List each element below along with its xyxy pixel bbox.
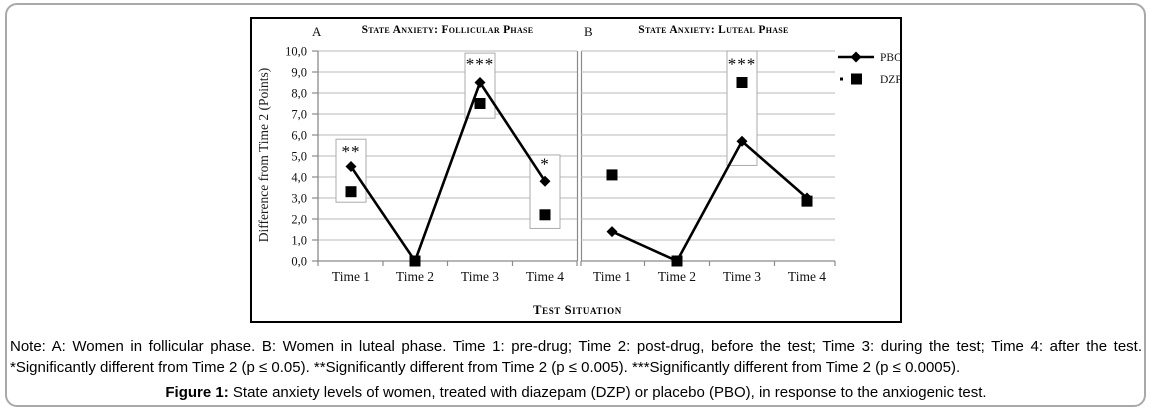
legend-dzp-dot-icon xyxy=(840,77,843,81)
data-point-diamond-pbo xyxy=(736,135,748,147)
y-tick-label: 0,0 xyxy=(291,255,307,269)
data-point-diamond-pbo xyxy=(474,77,486,88)
legend-dzp-square-icon xyxy=(851,73,862,85)
y-tick-label: 6,0 xyxy=(291,129,307,143)
significance-asterisks: *** xyxy=(728,55,757,74)
panel-b-label: B xyxy=(584,24,593,39)
panel-b-title: State Anxiety: Luteal Phase xyxy=(638,24,789,36)
figure-caption: Figure 1: State anxiety levels of women,… xyxy=(0,384,1152,401)
y-tick-label: 4,0 xyxy=(291,171,307,185)
y-tick-label: 10,0 xyxy=(285,45,307,59)
legend-dzp-label: DZP xyxy=(880,74,900,86)
y-tick-label: 1,0 xyxy=(291,234,307,248)
panel-a-title: State Anxiety: Follicular Phase xyxy=(361,24,534,36)
y-tick-label: 5,0 xyxy=(291,150,307,164)
legend-pbo-diamond-icon xyxy=(850,51,862,63)
x-tick-label: Time 4 xyxy=(526,269,564,284)
x-axis-title: Test Situation xyxy=(533,303,622,317)
data-point-square-dzp xyxy=(345,186,357,198)
x-tick-label: Time 1 xyxy=(332,269,370,284)
x-tick-label: Time 2 xyxy=(396,269,434,284)
data-point-square-dzp xyxy=(736,77,748,88)
y-tick-label: 2,0 xyxy=(291,213,307,227)
y-tick-label: 8,0 xyxy=(291,87,307,101)
series-line-pbo xyxy=(611,139,808,263)
x-tick-label: Time 3 xyxy=(461,269,499,284)
caption-label: Figure 1: xyxy=(165,384,229,401)
y-axis-label: Difference from Time 2 (Points) xyxy=(256,67,271,243)
y-tick-label: 3,0 xyxy=(291,192,307,206)
significance-asterisks: *** xyxy=(466,55,495,74)
data-point-square-dzp xyxy=(671,255,683,267)
legend-pbo-label: PBO xyxy=(880,52,900,64)
y-tick-label: 9,0 xyxy=(291,66,307,80)
y-tick-label: 7,0 xyxy=(291,108,307,122)
significance-asterisks: * xyxy=(540,154,550,173)
data-point-square-dzp xyxy=(474,98,486,109)
caption-text: State anxiety levels of women, treated w… xyxy=(232,384,987,401)
chart-frame: Time 1 Time 2 Time 3 Time 4 ** *** * Time 1 Time… xyxy=(250,17,902,323)
data-point-diamond-pbo xyxy=(345,161,357,172)
figure-note: Note: A: Women in follicular phase. B: W… xyxy=(10,336,1142,378)
data-point-square-dzp xyxy=(801,195,813,207)
anxiety-line-chart: Time 1 Time 2 Time 3 Time 4******Time 1 Time… xyxy=(285,45,900,285)
series-line-pbo xyxy=(349,79,547,264)
x-tick-label: Time 2 xyxy=(658,269,696,284)
significance-asterisks: ** xyxy=(342,142,361,161)
data-point-square-dzp xyxy=(409,255,421,267)
data-point-square-dzp xyxy=(606,169,618,181)
x-tick-label: Time 3 xyxy=(723,269,761,284)
note-line-2: *Significantly different from Time 2 (p … xyxy=(10,359,961,376)
data-point-diamond-pbo xyxy=(606,226,618,238)
panel-a-label: A xyxy=(312,24,322,39)
data-point-diamond-pbo xyxy=(539,175,551,187)
data-point-square-dzp xyxy=(539,209,551,221)
note-line-1: Note: A: Women in follicular phase. B: W… xyxy=(10,338,1142,355)
x-tick-label: Time 1 xyxy=(593,269,631,284)
x-tick-label: Time 4 xyxy=(788,269,826,284)
